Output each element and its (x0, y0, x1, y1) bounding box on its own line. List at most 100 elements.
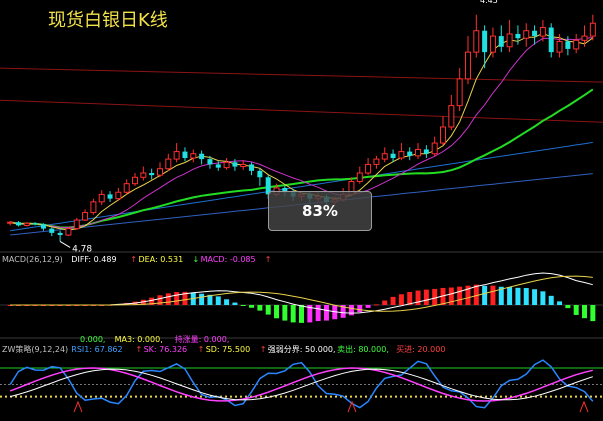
top-price-label: 4.45 (480, 0, 498, 5)
candle-body (265, 177, 271, 195)
macd-header-item: ↑ (265, 255, 272, 264)
macd-bar (498, 286, 504, 305)
candle-body (356, 172, 363, 183)
candle-body (581, 35, 588, 41)
candle-body (431, 142, 438, 155)
candle-body (249, 164, 255, 171)
candle-body (57, 232, 63, 236)
price-panel: 4.78 4.45 现货白银日K线 (0, 0, 603, 254)
macd-bar (307, 305, 313, 323)
candle-body (381, 153, 388, 160)
zw-header-item: 卖出: 80.000, (337, 344, 389, 354)
zw-sd-line (10, 368, 593, 401)
candle-body (448, 105, 455, 128)
candle-body (532, 30, 538, 37)
macd-header-item: DIFF: 0.489 (71, 255, 116, 264)
candle-body (548, 27, 554, 53)
candle-body (190, 153, 197, 159)
macd-bar (490, 285, 496, 305)
macd-bar (290, 305, 296, 323)
zw-header-item: SD: 75.500 (206, 345, 250, 354)
macd-bar (182, 291, 188, 305)
macd-bar (382, 300, 388, 305)
candle-body (207, 159, 213, 165)
macd-bar (482, 285, 488, 305)
candle-body (32, 223, 38, 225)
candle-body (182, 151, 188, 159)
candle-body (15, 222, 21, 226)
ma10-line (10, 37, 593, 229)
candle-body (215, 164, 221, 168)
macd-bar (199, 293, 205, 305)
macd-bar (224, 299, 230, 305)
candle-body (23, 222, 30, 226)
macd-bar (174, 292, 180, 305)
macd-bar (274, 305, 280, 319)
macd-bar (557, 301, 563, 305)
macd-bar (207, 294, 213, 305)
macd-header-item: ↓ (193, 255, 200, 264)
macd-bar (398, 294, 404, 305)
candle-body (489, 35, 496, 53)
macd-bar (7, 305, 13, 306)
candle-body (223, 161, 230, 169)
candle-body (539, 27, 546, 37)
candle-body (456, 78, 463, 107)
candle-body (565, 41, 571, 49)
macd-bar (548, 295, 554, 305)
low-pointer (59, 241, 71, 248)
candle-body (390, 153, 396, 159)
candle-body (149, 172, 155, 176)
candle-body (440, 126, 447, 144)
percent-overlay-text: 83% (302, 202, 338, 220)
candle-body (165, 158, 172, 170)
candle-body (156, 168, 163, 176)
macd-bar (215, 296, 221, 305)
candle-body (132, 176, 139, 185)
candle-body (90, 201, 97, 214)
candle-body (7, 221, 14, 224)
macd-bar (299, 305, 304, 323)
macd-bar (473, 284, 479, 305)
macd-bar (165, 293, 171, 305)
macd-header-item: MACD: -0.085 (201, 255, 256, 264)
zw-panel (0, 359, 603, 413)
candle-body (140, 172, 147, 178)
ma30-line (10, 88, 594, 229)
macd-bar (157, 295, 163, 305)
candle-body (398, 151, 405, 159)
panel-labels: MACD(26,12,9) DIFF: 0.489 ↑ DEA: 0.531 ↓ MACD… (0, 251, 603, 354)
macd-bar (232, 302, 238, 305)
macd-dea-line (10, 275, 593, 312)
percent-overlay[interactable]: 83% (268, 191, 372, 231)
zw-header-item: ↑ (260, 345, 267, 354)
macd-bar (249, 305, 255, 308)
macd-bar (423, 289, 429, 305)
zw-header-item: 强弱分界: 50.000, (268, 345, 336, 354)
candle-body (123, 183, 130, 193)
zw-header-item: ZW策略(9,12,24) (2, 344, 68, 354)
low-price-label: 4.78 (72, 244, 92, 254)
resistance-line (0, 99, 603, 123)
candle-body (589, 22, 596, 37)
macd-bar (407, 291, 413, 305)
candle-body (407, 151, 413, 156)
candle-body (240, 163, 247, 168)
zw-header-item: ↑ (198, 345, 205, 354)
candle-body (98, 193, 105, 203)
macd-bar (340, 305, 346, 318)
macd-bar (357, 305, 363, 313)
macd-bar (465, 285, 471, 305)
zw-header-item: 买进: 20.000 (396, 345, 445, 354)
candle-body (82, 212, 89, 221)
macd-bar (565, 305, 571, 309)
candle-body (464, 51, 471, 80)
macd-bar (415, 290, 421, 305)
macd-bar (448, 287, 454, 305)
zw-header-item: RSI1: 67.862 (71, 345, 122, 354)
macd-bar (590, 305, 596, 322)
candle-body (173, 151, 180, 160)
resistance-line (0, 67, 603, 83)
